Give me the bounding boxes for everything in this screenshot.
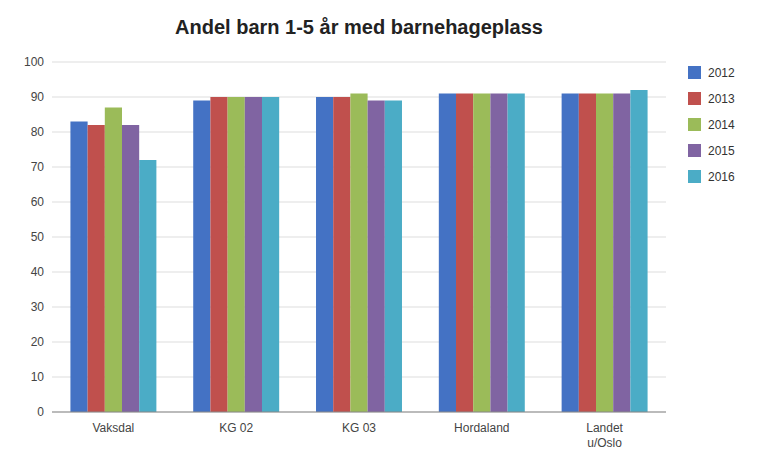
y-tick-label: 10: [31, 370, 45, 384]
x-tick-label: Hordaland: [454, 421, 509, 435]
bar: [210, 97, 227, 412]
bar: [385, 101, 402, 413]
legend-label: 2013: [708, 92, 735, 106]
bar: [105, 108, 122, 413]
y-tick-label: 20: [31, 335, 45, 349]
grid-line: [52, 412, 666, 413]
bar: [562, 94, 579, 413]
chart: Andel barn 1-5 år med barnehageplass 0 10 2…: [0, 0, 776, 476]
title: Andel barn 1-5 år med barnehageplass: [175, 16, 543, 38]
grid-line: [52, 62, 666, 63]
x-tick-label: KG 03: [342, 421, 376, 435]
bar: [88, 125, 105, 412]
legend-label: 2016: [708, 170, 735, 184]
chart-container: Andel barn 1-5 år med barnehageplass 0 10 2…: [0, 0, 776, 476]
bars: [70, 90, 647, 412]
bar: [508, 94, 525, 413]
bar: [368, 101, 385, 413]
legend: 2012 2013 2014 2015 2016: [688, 66, 735, 184]
legend-swatch: [688, 66, 701, 79]
legend-label: 2015: [708, 144, 735, 158]
bar: [245, 97, 262, 412]
bar: [333, 97, 350, 412]
bar: [456, 94, 473, 413]
legend-swatch: [688, 144, 701, 157]
bar: [193, 101, 210, 413]
bar: [122, 125, 139, 412]
x-tick-label: Vaksdal: [92, 421, 134, 435]
grid: [52, 62, 666, 412]
y-tick-label: 0: [37, 405, 44, 419]
bar: [630, 90, 647, 412]
y-tick-label: 100: [24, 55, 44, 69]
bar: [228, 97, 245, 412]
y-tick-label: 40: [31, 265, 45, 279]
bar: [439, 94, 456, 413]
bar: [139, 160, 156, 412]
legend-label: 2014: [708, 118, 735, 132]
y-tick-label: 70: [31, 160, 45, 174]
y-tick-label: 30: [31, 300, 45, 314]
bar: [579, 94, 596, 413]
bar: [473, 94, 490, 413]
bar: [596, 94, 613, 413]
x-axis-line: [52, 412, 666, 413]
bar: [350, 94, 367, 413]
bar: [613, 94, 630, 413]
y-tick-label: 90: [31, 90, 45, 104]
legend-swatch: [688, 118, 701, 131]
bar: [70, 122, 87, 413]
x-tick-label: Landetu/Oslo: [586, 421, 623, 450]
y-tick-label: 60: [31, 195, 45, 209]
bar: [490, 94, 507, 413]
y-tick-label: 50: [31, 230, 45, 244]
bar: [262, 97, 279, 412]
x-tick-label: KG 02: [219, 421, 253, 435]
y-tick-label: 80: [31, 125, 45, 139]
legend-swatch: [688, 92, 701, 105]
legend-swatch: [688, 170, 701, 183]
bar: [316, 97, 333, 412]
legend-label: 2012: [708, 66, 735, 80]
